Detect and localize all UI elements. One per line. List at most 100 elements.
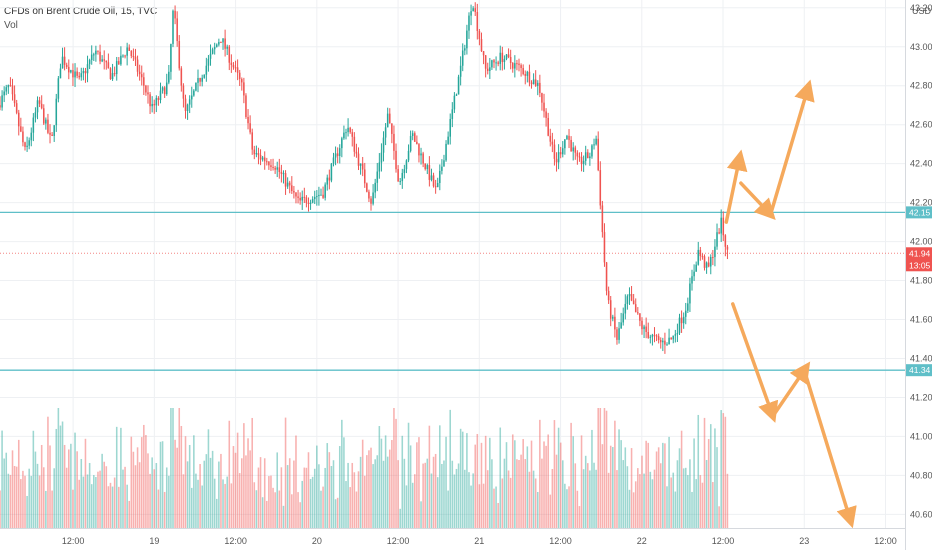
volume-bar [49,445,51,528]
candle-body [441,166,443,171]
volume-bar [176,447,178,528]
volume-bar [574,463,577,528]
price-axis[interactable]: 40.60 40.80 41.00 41.20 41.40 41.60 41.80 42.00… [905,0,932,550]
volume-bar [691,491,693,528]
volume-bar [128,500,131,528]
volume-bar [722,413,725,528]
candle-body [524,74,527,76]
volume-bar [380,438,383,528]
candle-body [215,44,218,47]
volume-bar [476,433,479,528]
horizontal-line-tag [906,364,932,377]
candle-body [349,127,351,133]
volume-bar [236,432,239,528]
time-axis[interactable]: 12:00 19 12:00 20 12:00 21 12:00 22 12:00 23 12:00 [0,528,905,547]
candle-body [407,150,410,161]
horizontal-lines [0,211,905,371]
volume-bar [705,460,708,528]
candle-body [263,157,266,162]
annotation-arrow[interactable] [773,361,811,415]
volume-bar [528,471,531,528]
volume-bar [703,417,706,528]
volume-bar [359,456,362,528]
volume-bar [522,439,524,528]
volume-bar [632,492,635,528]
volume-bar [330,466,333,528]
candle-body [637,312,639,314]
candle-body [318,194,320,197]
candle-body [165,82,168,95]
candle-body [249,123,251,133]
volume-bar [249,450,251,528]
volume-bar [376,455,379,528]
annotation-arrow[interactable] [802,368,857,529]
candle-body [587,152,589,159]
annotation-arrow[interactable] [770,79,815,213]
volume-bar [407,422,410,528]
volume-bar [40,444,43,528]
volume-bar [251,417,253,528]
volume-bar [82,476,85,528]
candle-body [626,296,629,304]
candle-body [678,317,681,334]
candle-body [1,95,3,108]
volume-bar [641,455,643,528]
annotation-arrow[interactable] [731,302,779,423]
volume-bar [318,464,320,528]
volume-bar [61,421,64,528]
volume-bar [493,488,495,528]
candle-body [374,182,376,193]
candle-body [188,99,191,105]
candle-body [716,232,718,247]
volume-bar [3,458,5,528]
candle-body [326,177,329,185]
candle-body [303,196,306,198]
candle-body [503,58,506,63]
volume-bar [670,477,672,528]
volume-bar [557,427,560,528]
volume-bar [332,460,335,528]
volume-bar [186,461,189,528]
candle-body [403,169,406,173]
candle-body [422,153,424,164]
volume-bar [311,476,314,528]
candle-body [176,18,178,42]
candle-body [574,147,577,153]
candle-body [439,170,441,184]
candle-body [580,156,583,165]
volume-bar [416,442,418,528]
volume-bar [618,429,620,528]
annotation-arrow[interactable] [739,181,776,221]
volume-bar [207,429,210,528]
candle-body [599,170,602,206]
volume-bar [65,467,68,528]
volume-bar [347,462,349,528]
volume-bar [303,467,306,528]
candle-body [109,68,112,80]
volume-bar [530,440,533,528]
candle-body [359,163,362,166]
volume-bar [115,426,118,528]
volume-bar [326,443,329,528]
candle-body [145,85,147,93]
candle-body [497,62,499,64]
candle-body [655,335,658,337]
volume-bar [59,425,62,528]
annotation-arrow[interactable] [724,149,748,224]
y-tick-label: 41.60 [910,315,932,325]
candle-body [245,95,247,117]
candle-body [7,85,10,88]
volume-bar [230,483,233,528]
candle-body [51,134,53,136]
candle-body [549,135,552,142]
candle-body [234,67,237,69]
candle-body [505,54,508,59]
volume-bar [459,428,462,528]
candle-body [111,73,114,80]
candle-body [163,87,166,95]
volume-bar [689,459,691,528]
volume-bar [172,408,174,528]
volume-bar [386,456,389,528]
volume-bar [165,467,168,528]
